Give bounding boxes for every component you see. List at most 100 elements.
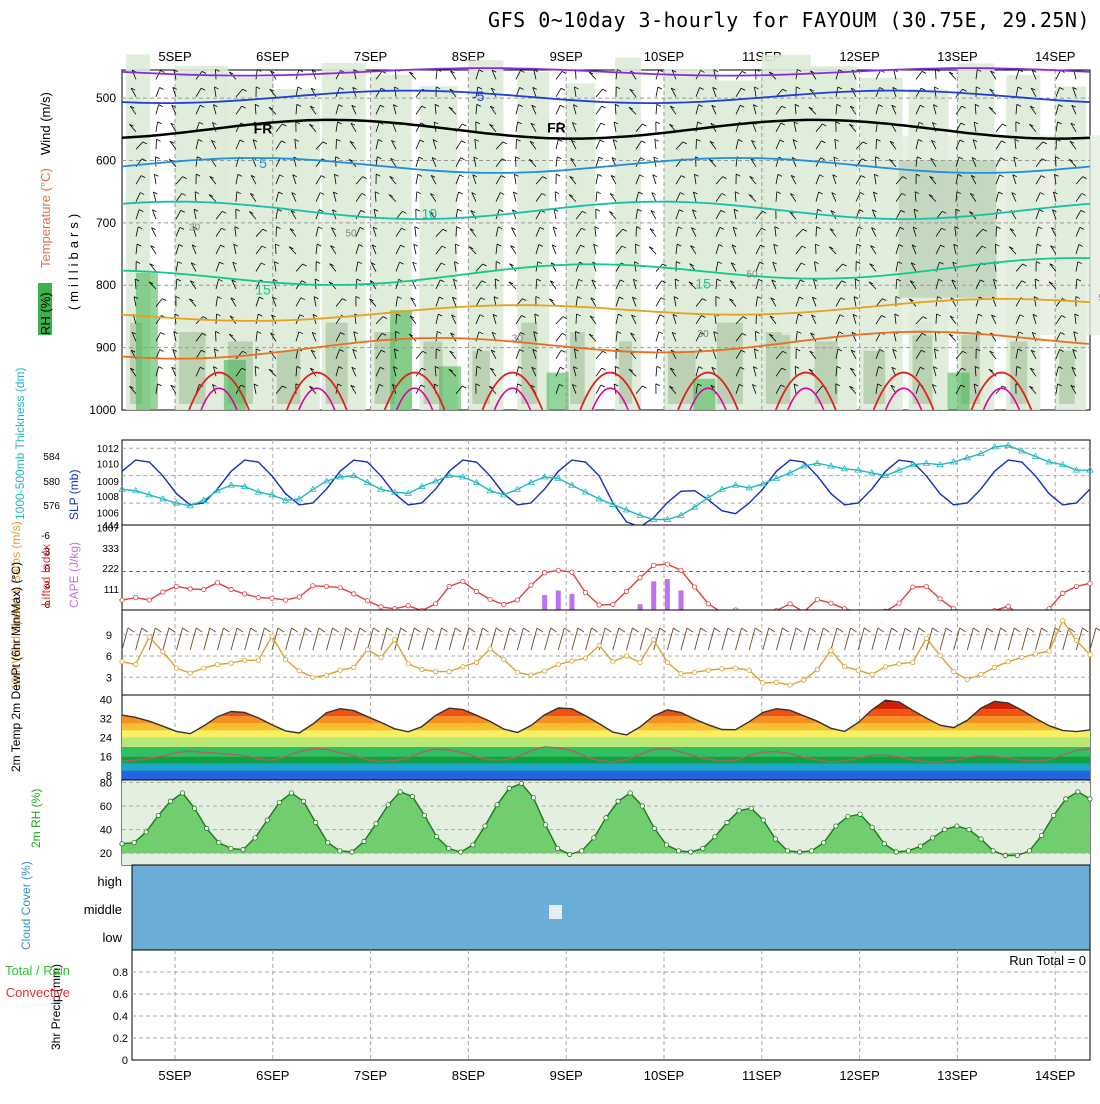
rh-point bbox=[471, 843, 475, 847]
lifted-index-point bbox=[624, 589, 628, 593]
contour-label: 50 bbox=[746, 270, 758, 281]
contour-label: FR bbox=[547, 119, 566, 135]
precip-tick-label: 0 bbox=[122, 1055, 128, 1067]
wind-speed-point bbox=[829, 648, 833, 652]
contour-label: 5 bbox=[259, 155, 267, 171]
lifted-index-point bbox=[515, 598, 519, 602]
rh-point bbox=[894, 850, 898, 854]
temp-tick-label: 16 bbox=[100, 751, 112, 763]
rh-point bbox=[1015, 853, 1019, 857]
wind-speed-point bbox=[924, 636, 928, 640]
wind-speed-point bbox=[801, 678, 805, 682]
wind-speed-point bbox=[488, 647, 492, 651]
cape-bar bbox=[665, 579, 670, 610]
contour-label: 15 bbox=[255, 282, 271, 298]
cape-bar bbox=[638, 604, 643, 610]
contour-label: 30 bbox=[698, 329, 710, 340]
wind-speed-point bbox=[679, 672, 683, 676]
wind-speed-point bbox=[583, 656, 587, 660]
rh-point bbox=[1052, 813, 1056, 817]
wind-barb bbox=[336, 139, 337, 149]
lifted-index-point bbox=[474, 589, 478, 593]
rh-point bbox=[943, 827, 947, 831]
rh-point bbox=[1003, 853, 1007, 857]
rh-point bbox=[543, 823, 547, 827]
top-day-label: 12SEP bbox=[839, 49, 879, 64]
lifted-index-point bbox=[652, 563, 656, 567]
wind-speed-point bbox=[897, 662, 901, 666]
wind-speed-point bbox=[174, 666, 178, 670]
temp-band bbox=[122, 763, 1090, 770]
wind-speed-point bbox=[474, 660, 478, 664]
wind-barb bbox=[936, 314, 937, 324]
wind-barb bbox=[575, 331, 576, 341]
lifted-index-point bbox=[692, 585, 696, 589]
rh-point bbox=[870, 825, 874, 829]
top-day-label: 10SEP bbox=[644, 49, 684, 64]
rh-point bbox=[398, 790, 402, 794]
precip-tick-label: 0.6 bbox=[113, 989, 128, 1001]
rh-point bbox=[834, 824, 838, 828]
wind-barb bbox=[215, 69, 216, 79]
rh-point bbox=[555, 846, 559, 850]
wind-barb bbox=[755, 69, 756, 79]
temp-band bbox=[122, 738, 1090, 747]
rh-point bbox=[592, 836, 596, 840]
slp-tick-label: 1006 bbox=[97, 509, 120, 520]
wind-speed-point bbox=[297, 669, 301, 673]
wind-barb bbox=[396, 314, 397, 324]
cape-bar bbox=[542, 595, 547, 610]
wind-speed-point bbox=[283, 657, 287, 661]
lifted-index-point bbox=[311, 584, 315, 588]
lifted-index-point bbox=[256, 595, 260, 599]
wind-speed-point bbox=[447, 669, 451, 673]
wind-speed-point bbox=[147, 635, 151, 639]
wind-speed-point bbox=[1020, 655, 1024, 659]
wind-speed-point bbox=[161, 650, 165, 654]
rh-point bbox=[144, 830, 148, 834]
rh-point bbox=[652, 826, 656, 830]
bottom-day-label: 10SEP bbox=[644, 1068, 684, 1083]
lifted-index-point bbox=[379, 605, 383, 609]
rh-point bbox=[580, 849, 584, 853]
wind-speed-point bbox=[365, 647, 369, 651]
wind-speed-point bbox=[706, 668, 710, 672]
contour-label: 15 bbox=[695, 275, 711, 291]
slp-tick-label: 1009 bbox=[97, 477, 120, 488]
cape-bar bbox=[556, 590, 561, 610]
rh-point bbox=[858, 812, 862, 816]
wind-speed-point bbox=[1047, 649, 1051, 653]
wind-barb bbox=[1055, 157, 1056, 167]
wind-speed-point bbox=[911, 660, 915, 664]
legend-precip-total: Total / Rain bbox=[5, 963, 70, 978]
bottom-day-label: 13SEP bbox=[937, 1068, 977, 1083]
rh-green-patch bbox=[948, 373, 970, 410]
bottom-day-label: 7SEP bbox=[354, 1068, 387, 1083]
rh-point bbox=[217, 840, 221, 844]
contour-label: -5 bbox=[472, 88, 485, 104]
wind-barb bbox=[455, 244, 456, 254]
rh-green-patch bbox=[693, 379, 715, 410]
rh-point bbox=[120, 842, 124, 846]
cape-panel-frame bbox=[122, 525, 1090, 610]
rh-tick-label: 40 bbox=[100, 825, 112, 837]
wind-barb bbox=[216, 314, 217, 324]
wind-speed-point bbox=[570, 659, 574, 663]
cape-bar bbox=[678, 590, 683, 610]
thickness-tick-label: 584 bbox=[43, 452, 60, 463]
lifted-index-point bbox=[202, 587, 206, 591]
ylabel-slp: SLP (mb) bbox=[67, 470, 81, 520]
lifted-index-point bbox=[161, 590, 165, 594]
lifted-index-point bbox=[1088, 581, 1092, 585]
wind-speed-point bbox=[243, 658, 247, 662]
ylabel-pressure: (millibars) bbox=[66, 210, 81, 310]
rh-point bbox=[483, 824, 487, 828]
wind-speed-point bbox=[870, 672, 874, 676]
ylabel-rh2m: 2m RH (%) bbox=[29, 789, 43, 848]
rh-point bbox=[955, 824, 959, 828]
wind-speed-point bbox=[856, 668, 860, 672]
rh-point bbox=[749, 806, 753, 810]
lifted-index-point bbox=[283, 598, 287, 602]
